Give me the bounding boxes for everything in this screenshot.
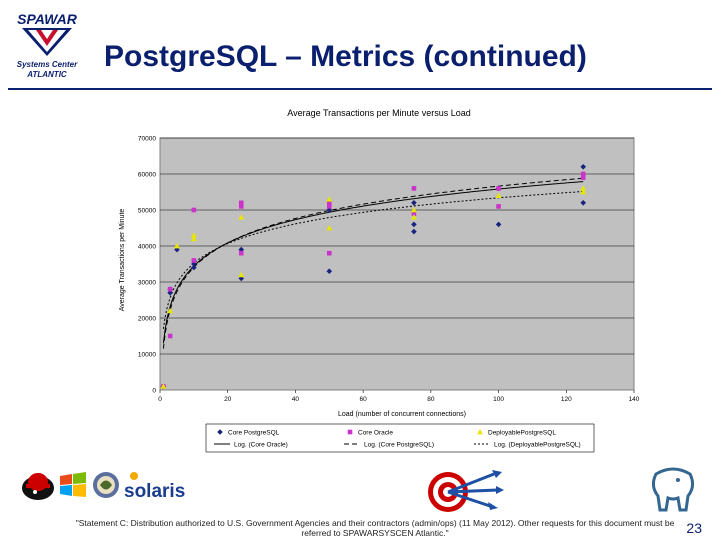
legend-label: Core PostgreSQL xyxy=(228,430,280,437)
data-point xyxy=(326,200,332,206)
data-point xyxy=(326,196,333,202)
data-point xyxy=(167,286,173,292)
data-point xyxy=(496,204,501,209)
legend-label: Log. (DeployablePostgreSQL) xyxy=(494,442,581,449)
chart-svg: Average Transactions per Minute versus L… xyxy=(119,108,640,453)
data-point xyxy=(580,200,587,206)
plot-area xyxy=(159,137,635,391)
x-tick-label: 20 xyxy=(224,396,232,403)
distribution-statement: "Statement C: Distribution authorized to… xyxy=(75,518,675,538)
globe-logo xyxy=(92,470,120,505)
x-tick-label: 80 xyxy=(427,396,435,403)
title-divider xyxy=(8,88,712,90)
solaris-logo: solaris xyxy=(122,470,186,507)
logo-text-bot: ATLANTIC xyxy=(26,70,67,79)
data-point xyxy=(191,207,197,213)
y-axis-label: Average Transactions per Minute xyxy=(119,209,126,312)
data-point xyxy=(326,268,333,274)
data-point xyxy=(167,307,174,314)
data-point xyxy=(495,221,502,228)
data-point xyxy=(496,186,501,191)
x-tick-label: 60 xyxy=(360,396,368,403)
legend-label: Core Oracle xyxy=(358,430,393,437)
data-point xyxy=(411,211,417,216)
data-point xyxy=(326,250,332,256)
solaris-label: solaris xyxy=(124,481,185,502)
data-point xyxy=(238,250,244,256)
data-point xyxy=(411,221,417,228)
y-tick-label: 60000 xyxy=(138,172,156,179)
data-point xyxy=(167,290,173,296)
data-point xyxy=(411,228,417,235)
legend-label: Log. (Core Oracle) xyxy=(234,442,288,449)
logo-text-mid: Systems Center xyxy=(17,60,78,69)
spawar-logo: SPAWAR Systems Center ATLANTIC xyxy=(6,8,88,80)
legend-marker xyxy=(217,429,223,435)
x-tick-label: 0 xyxy=(158,396,162,403)
y-tick-label: 70000 xyxy=(138,136,156,143)
data-point xyxy=(410,207,417,213)
data-point xyxy=(238,200,244,206)
windows-logo xyxy=(58,470,88,505)
y-tick-label: 50000 xyxy=(138,208,156,215)
data-point xyxy=(167,333,173,339)
chart-title: Average Transactions per Minute versus L… xyxy=(287,108,470,118)
data-point xyxy=(410,214,417,220)
x-tick-label: 100 xyxy=(493,396,504,403)
y-tick-label: 40000 xyxy=(138,244,156,251)
legend-marker xyxy=(347,429,353,435)
logo-text-top: SPAWAR xyxy=(17,11,78,27)
data-point xyxy=(238,271,245,278)
x-axis-label: Load (number of concurrent connections) xyxy=(338,411,466,418)
data-point xyxy=(190,232,197,238)
data-point xyxy=(580,189,587,195)
y-tick-label: 20000 xyxy=(138,316,156,323)
y-tick-label: 10000 xyxy=(138,352,156,359)
x-tick-label: 120 xyxy=(561,396,572,403)
page-number: 23 xyxy=(686,520,702,536)
legend-box xyxy=(205,423,595,453)
y-tick-label: 30000 xyxy=(138,280,156,287)
x-tick-label: 140 xyxy=(629,396,640,403)
data-point xyxy=(326,225,333,231)
postgresql-elephant-logo xyxy=(648,466,698,517)
data-point xyxy=(580,171,586,177)
data-point xyxy=(580,175,586,180)
data-point xyxy=(495,192,502,198)
legend-label: Log. (Core PostgreSQL) xyxy=(364,442,434,449)
data-point xyxy=(326,204,332,209)
redhat-logo xyxy=(20,468,56,507)
data-point xyxy=(160,383,167,389)
legend-marker xyxy=(477,429,483,435)
target-logo xyxy=(424,466,504,519)
legend-label: DeployablePostgreSQL xyxy=(488,430,556,437)
data-point xyxy=(580,185,587,191)
data-point xyxy=(238,204,244,209)
data-point xyxy=(238,214,245,220)
data-point xyxy=(190,235,197,242)
data-point xyxy=(580,164,587,170)
data-point xyxy=(173,243,180,249)
data-point xyxy=(191,258,197,263)
trendline xyxy=(162,177,584,349)
y-tick-label: 0 xyxy=(152,388,156,395)
data-point xyxy=(191,264,197,271)
chart: Average Transactions per Minute versus L… xyxy=(104,100,650,460)
legend: Core PostgreSQL Core Oracle DeployablePost… xyxy=(205,423,595,453)
page-title: PostgreSQL – Metrics (continued) xyxy=(104,40,587,73)
data-point xyxy=(411,186,417,191)
x-tick-label: 40 xyxy=(292,396,300,403)
